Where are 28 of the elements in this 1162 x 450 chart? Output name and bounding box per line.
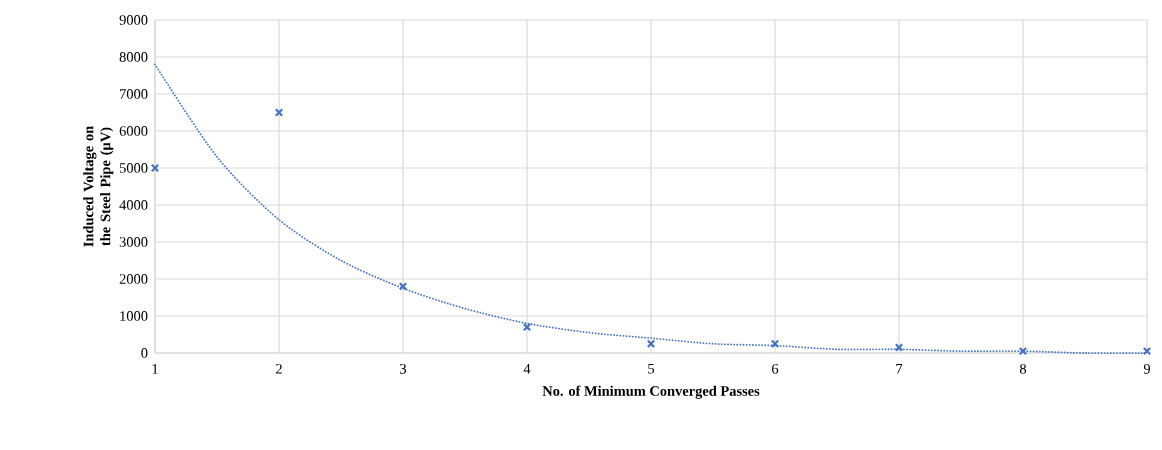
y-tick-label: 8000 bbox=[119, 52, 148, 62]
point bbox=[1018, 346, 1028, 356]
y-tick-label: 0 bbox=[141, 348, 148, 358]
y-tick-label: 9000 bbox=[119, 15, 148, 25]
point bbox=[1142, 346, 1152, 356]
x-tick-label: 6 bbox=[772, 363, 779, 374]
point bbox=[522, 322, 532, 332]
point bbox=[646, 339, 656, 349]
x-tick-label: 5 bbox=[648, 363, 655, 374]
x-tick-label: 9 bbox=[1143, 363, 1151, 374]
y-tick-label: 7000 bbox=[120, 89, 148, 99]
x-tick-label: 1 bbox=[152, 363, 158, 374]
x-tick-label: 4 bbox=[523, 363, 531, 374]
x-axis-title: No. of Minimum Converged Passes bbox=[542, 385, 760, 399]
x-tick-label: 7 bbox=[896, 363, 903, 374]
y-axis-title: Induced Voltage on the Steel Pipe (µV) bbox=[83, 126, 114, 247]
x-tick-label: 3 bbox=[400, 363, 407, 374]
point bbox=[274, 108, 284, 117]
y-tick-label: 2000 bbox=[119, 274, 148, 284]
y-tick-label: 4000 bbox=[119, 200, 148, 210]
y-tick-label: 6000 bbox=[119, 126, 148, 136]
x-tick-label: 8 bbox=[1019, 363, 1027, 374]
x-tick-label: 2 bbox=[276, 363, 282, 374]
point bbox=[150, 163, 160, 173]
point bbox=[770, 339, 780, 349]
y-tick-label: 3000 bbox=[119, 237, 148, 247]
y-tick-label: 5000 bbox=[119, 163, 148, 173]
y-tick-label: 1000 bbox=[120, 311, 148, 321]
